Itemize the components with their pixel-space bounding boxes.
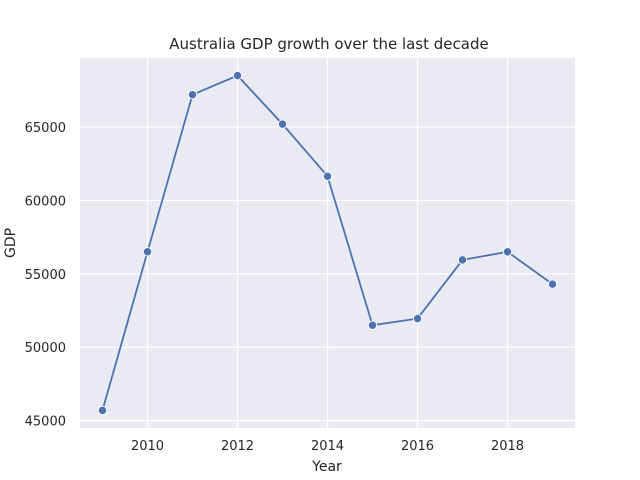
data-point bbox=[367, 320, 378, 330]
data-point bbox=[97, 405, 108, 416]
y-axis-label: GDP bbox=[3, 228, 19, 258]
y-tick-label: 60000 bbox=[25, 194, 66, 209]
x-tick-label: 2012 bbox=[221, 439, 254, 454]
data-point bbox=[277, 119, 288, 129]
data-point bbox=[457, 255, 468, 265]
chart-title: Australia GDP growth over the last decad… bbox=[169, 35, 488, 53]
y-tick-label: 50000 bbox=[25, 341, 66, 356]
y-tick-labels: 45000 50000 55000 60000 65000 bbox=[25, 121, 66, 430]
data-point bbox=[232, 70, 243, 81]
x-gridlines bbox=[146, 58, 509, 428]
y-tick-label: 55000 bbox=[25, 268, 66, 283]
data-point bbox=[547, 279, 558, 289]
x-tick-label: 2014 bbox=[311, 439, 344, 454]
x-tick-label: 2018 bbox=[491, 439, 524, 454]
gdp-data-points bbox=[97, 70, 558, 416]
data-point bbox=[142, 247, 153, 257]
data-point bbox=[187, 90, 198, 100]
x-tick-label: 2010 bbox=[131, 439, 164, 454]
x-tick-label: 2016 bbox=[401, 439, 434, 454]
data-point bbox=[412, 313, 423, 324]
data-point bbox=[502, 247, 513, 257]
x-tick-labels: 2010 2012 2014 2016 2018 bbox=[131, 439, 524, 454]
y-tick-label: 45000 bbox=[25, 415, 66, 430]
x-axis-label: Year bbox=[311, 459, 342, 475]
y-tick-label: 65000 bbox=[25, 121, 66, 136]
data-point bbox=[322, 171, 333, 181]
